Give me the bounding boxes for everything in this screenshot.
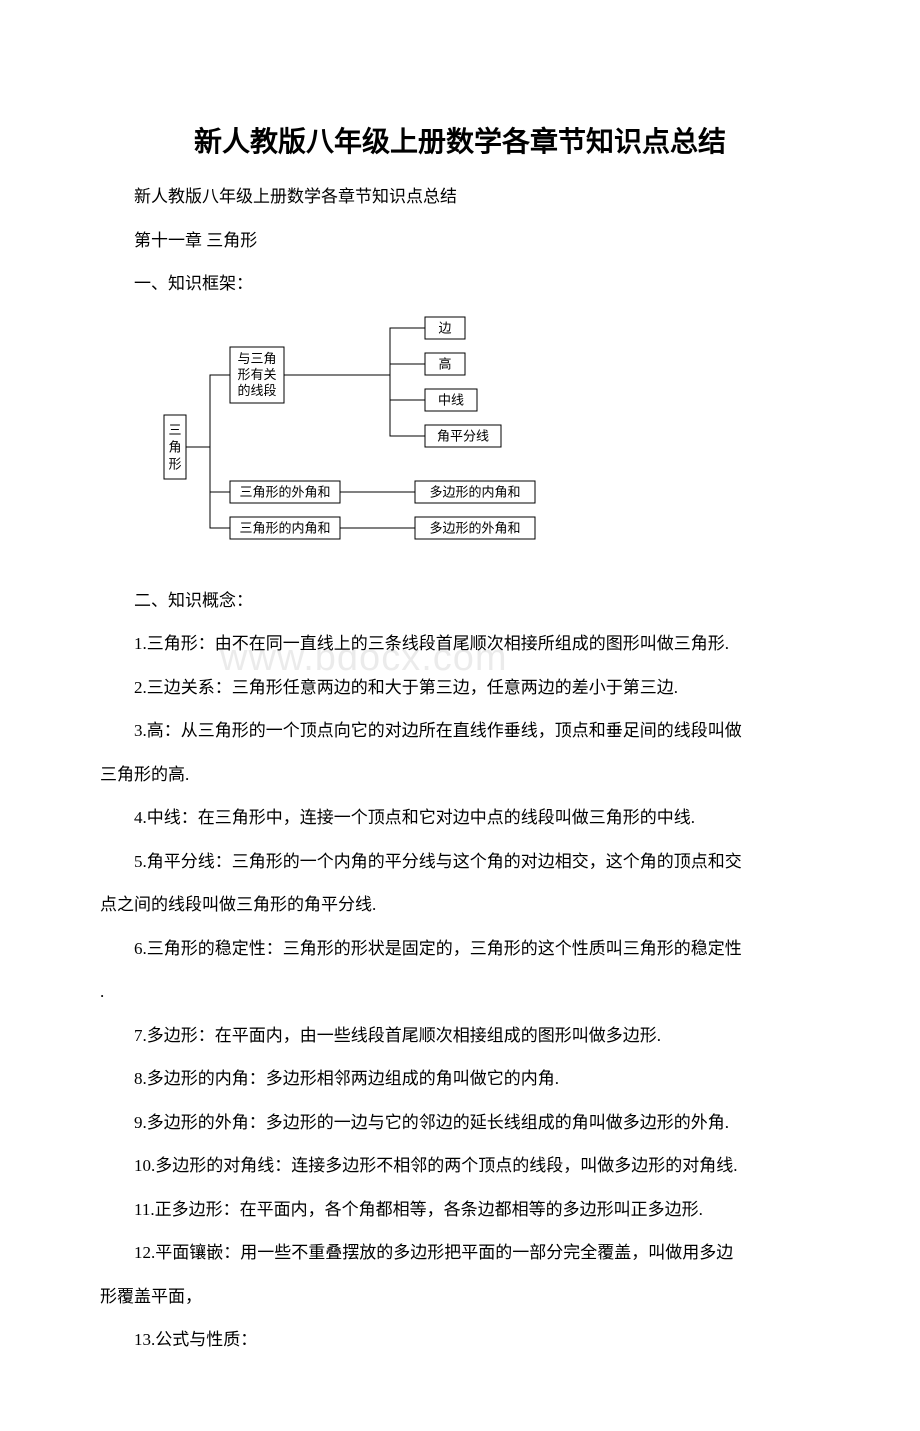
svg-text:三角形的外角和: 三角形的外角和 <box>239 484 330 499</box>
svg-text:中线: 中线 <box>438 392 464 407</box>
knowledge-framework-diagram: 三角形 与三角形有关的线段 边高中线角平分线三角形的外角和三角形的内角和 多边形的内角… <box>160 315 820 570</box>
svg-text:三角形的内角和: 三角形的内角和 <box>239 520 330 535</box>
section-1-heading: 一、知识框架： <box>100 271 820 297</box>
concept-item-3a: 3.高：从三角形的一个顶点向它的对边所在直线作垂线，顶点和垂足间的线段叫做 <box>100 718 820 744</box>
concept-item-9: 9.多边形的外角：多边形的一边与它的邻边的延长线组成的角叫做多边形的外角. <box>100 1110 820 1136</box>
section-2-heading: 二、知识概念： <box>100 588 820 614</box>
concept-item-13: 13.公式与性质： <box>100 1327 820 1353</box>
concept-item-4: 4.中线：在三角形中，连接一个顶点和它对边中点的线段叫做三角形的中线. <box>100 805 820 831</box>
svg-text:与三角: 与三角 <box>237 351 276 366</box>
svg-text:高: 高 <box>438 356 451 371</box>
svg-text:多边形的内角和: 多边形的内角和 <box>429 484 520 499</box>
svg-text:边: 边 <box>438 320 451 335</box>
concept-item-5a: 5.角平分线：三角形的一个内角的平分线与这个角的对边相交，这个角的顶点和交 <box>100 849 820 875</box>
concept-item-11: 11.正多边形：在平面内，各个角都相等，各条边都相等的多边形叫正多边形. <box>100 1197 820 1223</box>
concept-item-6a: 6.三角形的稳定性：三角形的形状是固定的，三角形的这个性质叫三角形的稳定性 <box>100 936 820 962</box>
concept-item-3b: 三角形的高. <box>100 762 820 788</box>
chapter-heading: 第十一章 三角形 <box>100 228 820 254</box>
subtitle-line: 新人教版八年级上册数学各章节知识点总结 <box>100 184 820 210</box>
svg-text:三: 三 <box>168 422 181 437</box>
watermark-area: www.bdocx.com 1.三角形：由不在同一直线上的三条线段首尾顺次相接所… <box>100 631 820 700</box>
concept-item-1: 1.三角形：由不在同一直线上的三条线段首尾顺次相接所组成的图形叫做三角形. <box>100 631 820 657</box>
concept-item-6b: . <box>100 979 820 1005</box>
svg-text:的线段: 的线段 <box>237 383 276 398</box>
document-page: 新人教版八年级上册数学各章节知识点总结 新人教版八年级上册数学各章节知识点总结 … <box>0 0 920 1431</box>
svg-text:角: 角 <box>168 439 181 454</box>
svg-text:形有关: 形有关 <box>237 367 276 382</box>
svg-text:角平分线: 角平分线 <box>437 428 489 443</box>
concept-item-12b: 形覆盖平面， <box>100 1284 820 1310</box>
framework-svg: 三角形 与三角形有关的线段 边高中线角平分线三角形的外角和三角形的内角和 多边形的内角… <box>160 315 560 565</box>
concept-item-5b: 点之间的线段叫做三角形的角平分线. <box>100 892 820 918</box>
concept-item-7: 7.多边形：在平面内，由一些线段首尾顺次相接组成的图形叫做多边形. <box>100 1023 820 1049</box>
svg-text:多边形的外角和: 多边形的外角和 <box>429 520 520 535</box>
document-title: 新人教版八年级上册数学各章节知识点总结 <box>100 120 820 160</box>
svg-text:形: 形 <box>168 456 181 471</box>
concept-item-8: 8.多边形的内角：多边形相邻两边组成的角叫做它的内角. <box>100 1066 820 1092</box>
concept-item-12a: 12.平面镶嵌：用一些不重叠摆放的多边形把平面的一部分完全覆盖，叫做用多边 <box>100 1240 820 1266</box>
concept-item-10: 10.多边形的对角线：连接多边形不相邻的两个顶点的线段，叫做多边形的对角线. <box>100 1153 820 1179</box>
concept-item-2: 2.三边关系：三角形任意两边的和大于第三边，任意两边的差小于第三边. <box>100 675 820 701</box>
